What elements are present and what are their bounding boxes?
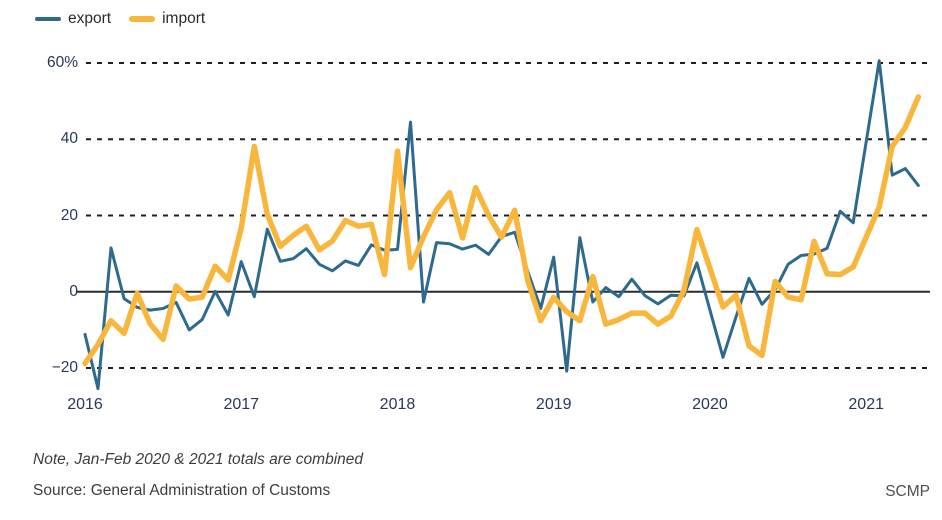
gridlines [77,62,930,369]
scmp-credit: SCMP [885,483,930,500]
legend-label-import: import [162,10,206,27]
trade-growth-line-chart [77,59,930,391]
legend: export import [35,8,205,30]
x-axis-label: 2020 [692,396,728,413]
export-line-series [83,59,920,391]
legend-label-export: export [68,10,112,27]
x-axis-label: 2021 [848,396,884,413]
x-axis-label: 2017 [223,396,260,413]
import-line-series [82,94,922,367]
y-axis-label: 0 [69,282,78,300]
source-attribution: Source: General Administration of Custom… [33,482,331,499]
legend-item-export: export [35,10,111,28]
y-axis-label: −20 [51,359,78,376]
chart-note: Note, Jan-Feb 2020 & 2021 totals are com… [33,451,364,468]
legend-item-import: import [129,10,205,28]
export-line-swatch [35,17,61,21]
x-axis-label: 2016 [67,396,103,413]
y-axis-label: 40 [60,130,78,148]
y-axis-label: 20 [60,206,78,224]
import-line-swatch [129,16,156,22]
x-axis-label: 2019 [535,396,572,413]
y-axis-label: 60% [46,54,78,71]
x-axis-label: 2018 [379,396,416,413]
